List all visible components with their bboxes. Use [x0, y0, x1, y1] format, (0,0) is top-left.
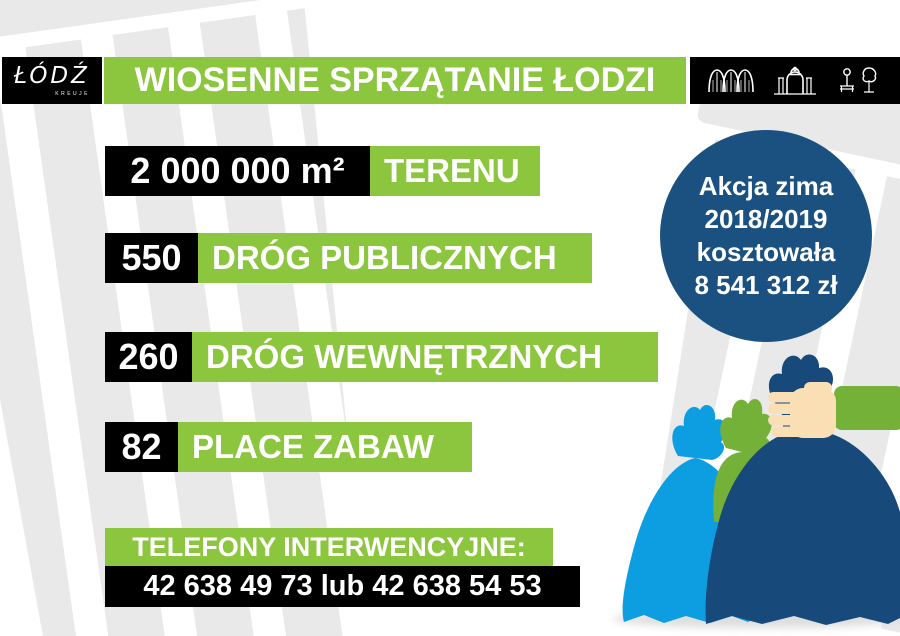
stat-internal-roads-label: DRÓG WEWNĘTRZNYCH — [192, 332, 658, 382]
hotline-numbers: 42 638 49 73 lub 42 638 54 53 — [105, 566, 580, 607]
stat-playgrounds-label: PLACE ZABAW — [178, 422, 472, 472]
stat-area-label: TERENU — [370, 146, 540, 196]
stat-internal-roads-value: 260 — [105, 332, 192, 382]
stat-public-roads-label: DRÓG PUBLICZNYCH — [198, 233, 592, 283]
lodz-city-logo: ŁÓDŹ KREUJE — [2, 57, 102, 104]
palace-gate-icon — [774, 66, 816, 95]
landmark-icons-box — [690, 57, 900, 104]
badge-line-3: kosztowała — [696, 237, 836, 267]
logo-city-name: ŁÓDŹ — [14, 62, 90, 89]
badge-line-1: Akcja zima — [698, 171, 834, 201]
hand-holding-bag — [768, 382, 900, 438]
park-tree-bench-icon — [840, 66, 877, 93]
stat-area-value: 2 000 000 m² — [105, 146, 370, 196]
trash-bags-illustration — [612, 354, 900, 628]
hotline-heading: TELEFONY INTERWENCYJNE: — [105, 528, 553, 566]
badge-line-2: 2018/2019 — [704, 204, 828, 234]
badge-line-4: 8 541 312 zł — [694, 270, 838, 300]
logo-tagline: KREUJE — [55, 90, 90, 97]
title-banner: WIOSENNE SPRZĄTANIE ŁODZI — [104, 57, 686, 104]
poster-title: WIOSENNE SPRZĄTANIE ŁODZI — [134, 61, 656, 99]
winter-cost-badge: Akcja zima 2018/2019 kosztowała 8 541 31… — [660, 130, 872, 342]
green-sleeve — [834, 386, 900, 430]
arched-shelters-icon — [708, 68, 754, 92]
stat-playgrounds-value: 82 — [105, 422, 178, 472]
stat-public-roads-value: 550 — [105, 233, 198, 283]
